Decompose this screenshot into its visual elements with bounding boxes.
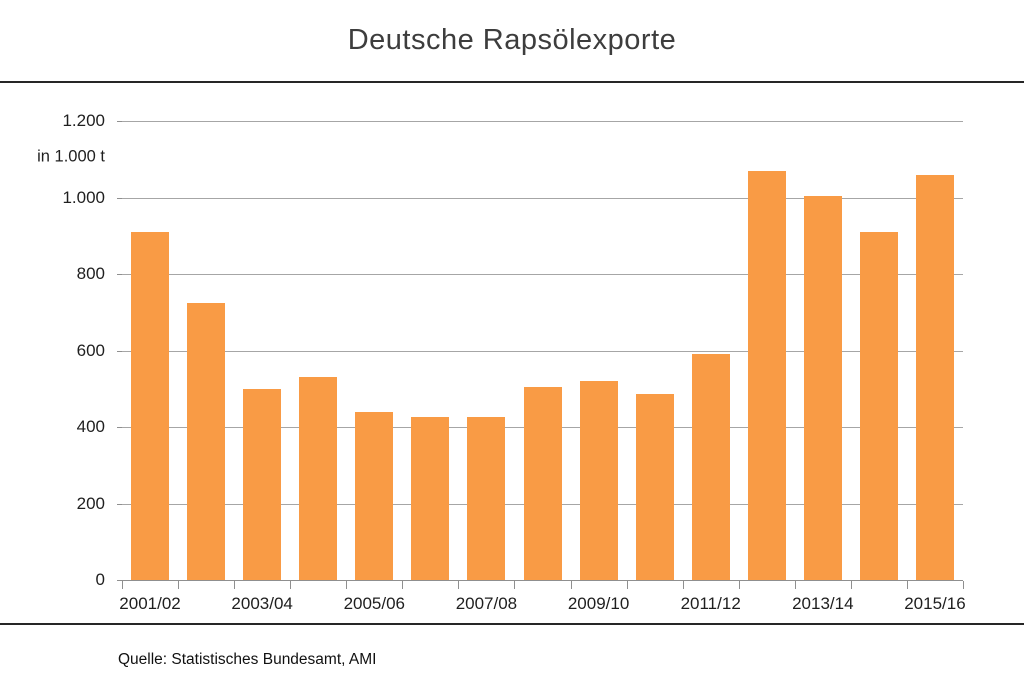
x-tick-label: 2009/10 [567, 594, 630, 613]
y-axis-tick [117, 274, 122, 275]
bar-2008-09 [523, 386, 562, 580]
x-axis-tick [290, 581, 292, 589]
gridline [122, 350, 963, 352]
x-tick-label: 2007/08 [455, 594, 518, 613]
x-axis-tick [458, 581, 460, 589]
top-divider [0, 81, 1024, 83]
y-axis-tick [117, 427, 122, 428]
x-axis-line [122, 580, 963, 581]
bar-2003-04 [243, 388, 282, 580]
x-axis-tick [626, 581, 628, 589]
bar-2014-15 [859, 231, 898, 580]
x-axis-tick [963, 581, 964, 589]
x-axis-tick [906, 581, 908, 589]
x-tick-label: 2015/16 [904, 594, 966, 613]
bar-2002-03 [187, 302, 226, 580]
bar-2005-06 [355, 411, 394, 580]
bar-2012-13 [747, 170, 786, 580]
chart-title: Deutsche Rapsölexporte [347, 24, 677, 56]
x-axis-tick [738, 581, 740, 589]
bar-2001-02 [131, 231, 170, 580]
x-tick-label: 2013/14 [792, 594, 854, 613]
y-axis-tick [117, 503, 122, 505]
x-axis-tick [570, 581, 572, 589]
y-tick-label: 1.200 [62, 111, 105, 130]
y-tick-label: 1.000 [62, 187, 105, 207]
x-axis-tick [514, 581, 516, 589]
y-tick-label: 200 [76, 493, 105, 513]
x-axis-tick [850, 581, 852, 589]
y-tick-label: 0 [95, 570, 105, 589]
bar-2006-07 [411, 417, 450, 580]
y-axis-tick [117, 121, 122, 122]
bar-2010-11 [635, 394, 674, 580]
y-tick-label: 400 [76, 417, 105, 436]
bar-2007-08 [467, 417, 506, 580]
bar-2004-05 [299, 377, 338, 580]
bottom-divider [0, 623, 1024, 625]
gridline [122, 121, 963, 122]
bar-2011-12 [691, 354, 730, 580]
gridline [122, 274, 963, 275]
x-axis-tick [682, 581, 684, 589]
x-axis-tick [794, 581, 796, 589]
x-tick-label: 2001/02 [119, 594, 181, 613]
x-axis-tick [402, 581, 404, 589]
y-axis-unit-label: in 1.000 t [37, 147, 105, 166]
x-tick-label: 2005/06 [343, 594, 406, 613]
bar-2013-14 [803, 195, 842, 580]
y-axis-tick [117, 350, 122, 352]
bar-2015-16 [915, 174, 954, 580]
y-tick-label: 800 [76, 264, 105, 283]
x-tick-label: 2003/04 [231, 594, 293, 613]
bar-2009-10 [579, 381, 618, 580]
x-axis-tick [346, 581, 348, 589]
x-axis-tick [178, 581, 180, 589]
source-note: Quelle: Statistisches Bundesamt, AMI [118, 651, 377, 668]
gridline [122, 197, 963, 199]
y-axis-tick [117, 580, 122, 581]
x-axis-tick [122, 581, 123, 589]
x-axis-tick [234, 581, 236, 589]
y-axis-tick [117, 197, 122, 199]
x-tick-label: 2011/12 [680, 594, 741, 613]
y-tick-label: 600 [76, 340, 105, 360]
